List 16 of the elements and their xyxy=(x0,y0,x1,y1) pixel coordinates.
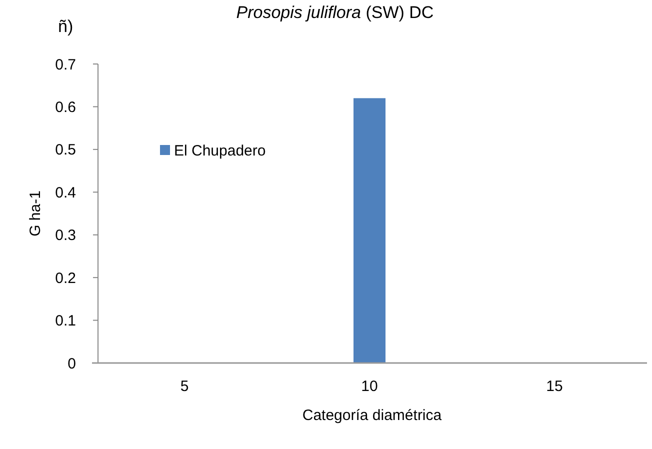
y-tick-label: 0.1 xyxy=(55,312,76,330)
x-tick-label: 10 xyxy=(361,378,378,395)
y-axis-title: G ha-1 xyxy=(27,190,44,236)
x-tick-label: 5 xyxy=(180,378,189,395)
y-tick-label: 0.4 xyxy=(55,184,76,202)
y-tick-label: 0 xyxy=(68,355,76,372)
y-tick-label: 0.5 xyxy=(55,142,76,159)
legend-label: El Chupadero xyxy=(174,142,266,160)
chart-title: Prosopis juliflora (SW) DC xyxy=(236,3,434,22)
y-tick-label: 0.6 xyxy=(55,98,76,116)
y-tick-label: 0.3 xyxy=(55,227,76,244)
chart-subtitle: ñ) xyxy=(58,17,74,36)
x-tick-label: 15 xyxy=(546,378,563,395)
y-tick-label: 0.2 xyxy=(55,270,76,287)
x-axis-title: Categoría diamétrica xyxy=(302,407,442,424)
y-tick-label: 0.7 xyxy=(55,56,76,74)
